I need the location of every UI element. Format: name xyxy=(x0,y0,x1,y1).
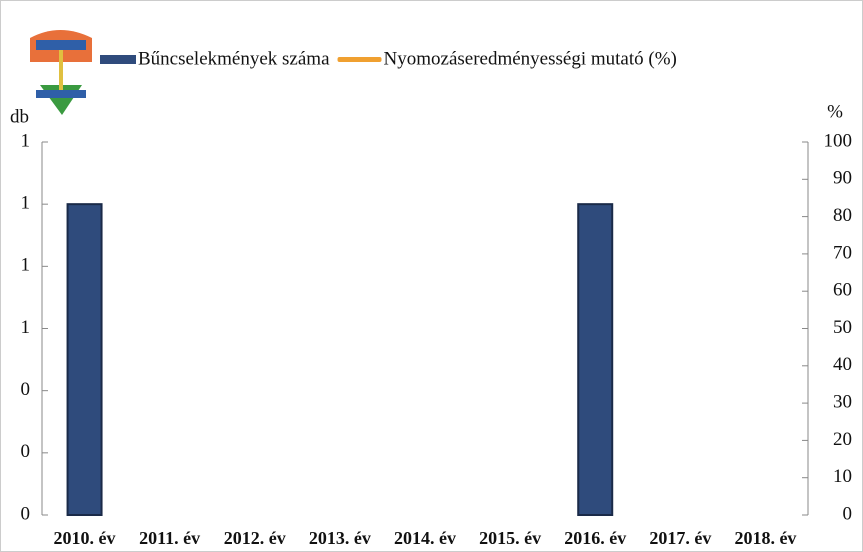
y2-tick-label: 10 xyxy=(833,466,852,487)
legend: Bűncselekmények száma Nyomozáseredményess… xyxy=(100,48,677,69)
y2-tick-label: 50 xyxy=(833,317,852,338)
y-axis-title: db xyxy=(10,106,29,127)
y2-tick-label: 90 xyxy=(833,168,852,189)
bar xyxy=(577,203,614,517)
x-tick-label: 2017. év xyxy=(649,528,711,548)
x-tick-label: 2014. év xyxy=(394,528,456,548)
legend-swatch xyxy=(100,55,136,64)
x-tick-label: 2013. év xyxy=(309,528,371,548)
x-tick-label: 2016. év xyxy=(564,528,626,548)
y-tick-label: 0 xyxy=(21,441,31,462)
logo xyxy=(30,30,92,115)
y2-tick-label: 40 xyxy=(833,354,852,375)
y-tick-label: 1 xyxy=(21,193,31,214)
y2-tick-label: 20 xyxy=(833,429,852,450)
legend-swatch xyxy=(337,57,382,62)
x-tick-label: 2011. év xyxy=(139,528,200,548)
y2-tick-label: 60 xyxy=(833,280,852,301)
legend-label: Nyomozáseredményességi mutató (%) xyxy=(384,48,677,69)
y2-tick-label: 30 xyxy=(833,391,852,412)
x-tick-label: 2012. év xyxy=(224,528,286,548)
legend-label: Bűncselekmények száma xyxy=(138,48,330,69)
y-tick-label: 0 xyxy=(21,503,31,524)
y-tick-label: 1 xyxy=(21,255,31,276)
y-tick-label: 1 xyxy=(21,317,31,338)
x-tick-label: 2015. év xyxy=(479,528,541,548)
y2-tick-label: 0 xyxy=(843,503,853,524)
x-tick-label: 2010. év xyxy=(54,528,116,548)
x-tick-label: 2018. év xyxy=(734,528,796,548)
y2-tick-label: 80 xyxy=(833,205,852,226)
y-tick-label: 1 xyxy=(21,130,31,151)
y2-tick-label: 100 xyxy=(824,130,853,151)
y2-axis-title: % xyxy=(827,101,843,122)
bar xyxy=(66,203,103,517)
y2-tick-label: 70 xyxy=(833,242,852,263)
y-tick-label: 0 xyxy=(21,379,31,400)
